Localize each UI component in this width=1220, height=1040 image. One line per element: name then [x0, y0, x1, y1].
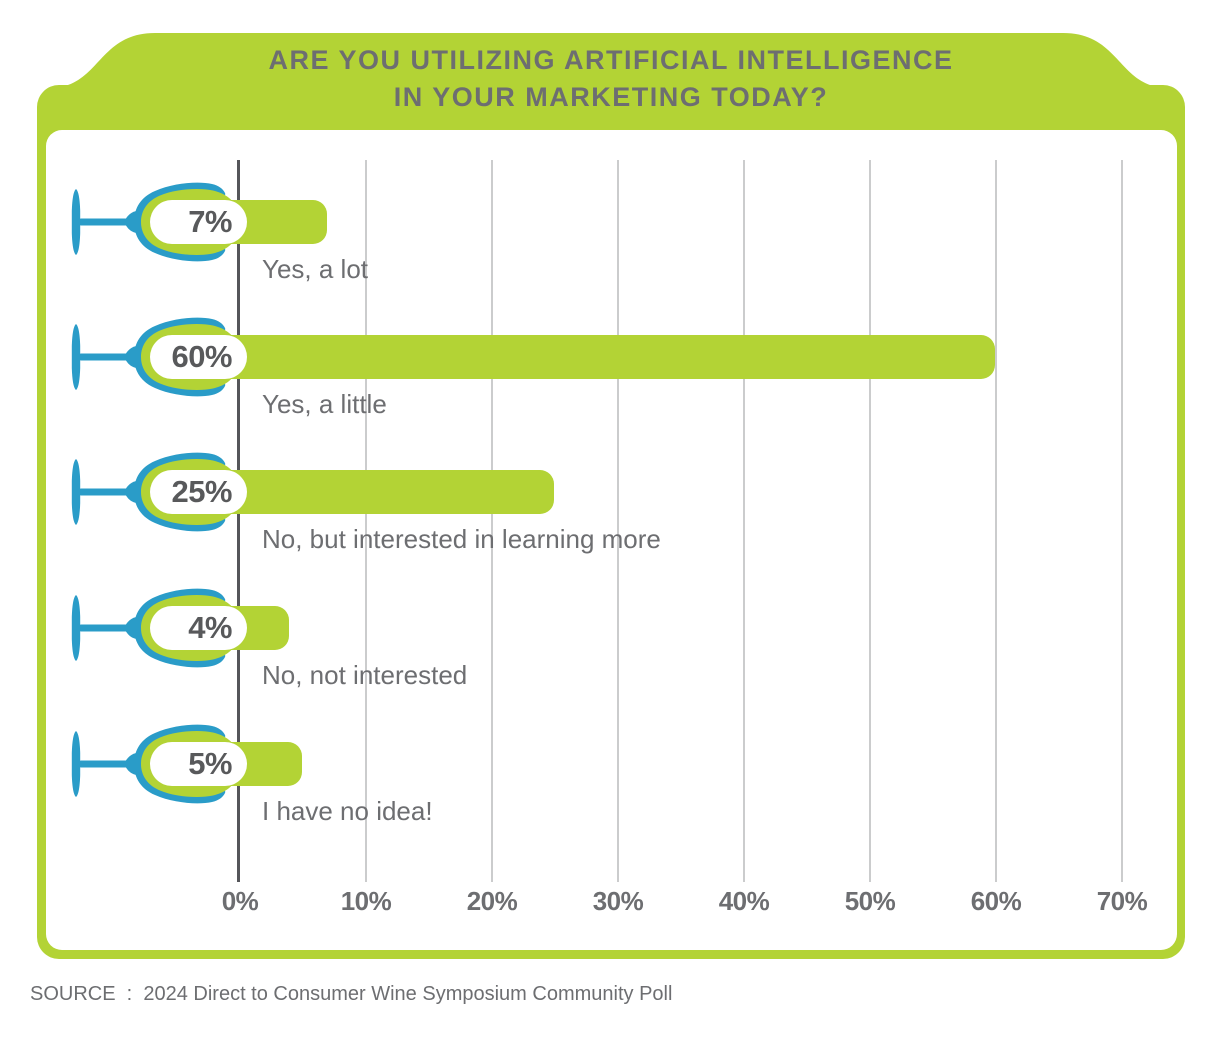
x-tick-label-40: 40% — [718, 886, 770, 916]
category-label: Yes, a lot — [262, 254, 369, 284]
gridline-30 — [617, 160, 619, 882]
value-label: 5% — [188, 746, 232, 781]
category-label: No, not interested — [262, 660, 468, 690]
x-tick-label-10: 10% — [340, 886, 392, 916]
bar-no-but-interested — [190, 470, 554, 514]
value-label: 60% — [171, 339, 232, 374]
x-tick-label-60: 60% — [970, 886, 1022, 916]
chart-title-line1: ARE YOU UTILIZING ARTIFICIAL INTELLIGENC… — [268, 45, 954, 75]
chart-title-line2: IN YOUR MARKETING TODAY? — [393, 82, 829, 112]
chart-title: ARE YOU UTILIZING ARTIFICIAL INTELLIGENC… — [37, 42, 1185, 116]
gridline-60 — [995, 160, 997, 882]
bar-row-yes-a-lot: 7% Yes, a lot — [0, 167, 1220, 284]
bar-row-yes-a-little: 60% Yes, a little — [0, 302, 1220, 419]
x-tick-label-70: 70% — [1096, 886, 1148, 916]
category-label: Yes, a little — [262, 389, 387, 419]
gridline-40 — [743, 160, 745, 882]
value-label: 4% — [188, 610, 232, 645]
source-text: SOURCE : 2024 Direct to Consumer Wine Sy… — [30, 983, 673, 1005]
bar-row-i-have-no-idea: 5% I have no idea! — [0, 709, 1220, 826]
banner-tab-shape — [52, 33, 1166, 88]
category-label: No, but interested in learning more — [262, 524, 661, 554]
gridline-10 — [365, 160, 367, 882]
category-label: I have no idea! — [262, 796, 433, 826]
x-tick-label-30: 30% — [592, 886, 644, 916]
zero-axis-line — [237, 160, 240, 882]
gridline-50 — [869, 160, 871, 882]
bar-row-no-not-interested: 4% No, not interested — [0, 573, 1220, 690]
gridline-20 — [491, 160, 493, 882]
x-tick-label-50: 50% — [844, 886, 896, 916]
bar-row-no-but-interested: 25% No, but interested in learning more — [0, 437, 1220, 554]
value-label: 7% — [188, 204, 232, 239]
bar-yes-a-little — [190, 335, 995, 379]
x-tick-label-20: 20% — [466, 886, 518, 916]
gridline-70 — [1121, 160, 1123, 882]
x-tick-label-0: 0% — [221, 886, 259, 916]
value-label: 25% — [171, 474, 232, 509]
